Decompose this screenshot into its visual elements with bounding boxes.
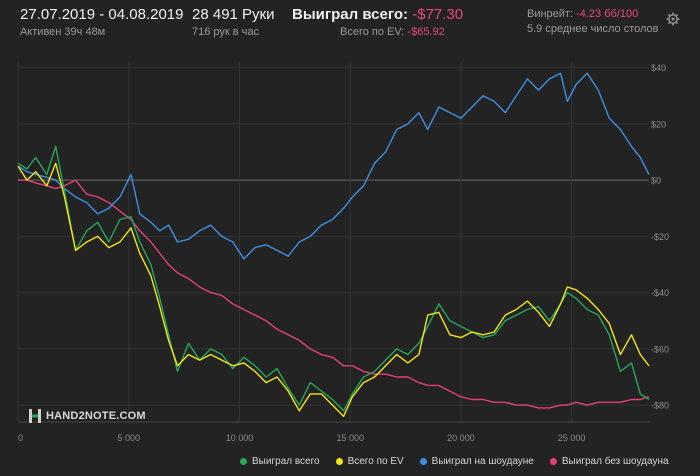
ev-total: Всего по EV: -$65.92 <box>292 26 463 38</box>
results-block: Выиграл всего: -$77.30 Всего по EV: -$65… <box>292 6 463 38</box>
y-axis-ticks: $40 $20 $0 -$20 -$40 -$60 -$80 <box>651 63 669 411</box>
legend-label-ev-total: Всего по EV <box>347 456 404 467</box>
gear-icon[interactable] <box>666 12 680 26</box>
winrate-value: -4.23 бб/100 <box>576 8 639 20</box>
series-line-1 <box>17 162 650 418</box>
x-tick-label: 10 000 <box>226 433 254 443</box>
series-lines <box>17 72 650 418</box>
legend-item-showdown[interactable]: Выиграл на шоудауне <box>419 456 534 467</box>
won-total-label: Выиграл всего: <box>292 6 409 23</box>
y-tick-label: $0 <box>651 176 661 186</box>
winrate: Винрейт: -4.23 бб/100 <box>527 8 659 20</box>
legend-item-won-total[interactable]: Выиграл всего <box>240 456 320 467</box>
logo-text: HAND2NOTE.COM <box>46 410 146 422</box>
won-total-value: -$77.30 <box>412 6 464 23</box>
winrate-label: Винрейт: <box>527 8 574 20</box>
avg-tables: 5.9 среднее число столов <box>527 23 659 35</box>
y-tick-label: -$80 <box>651 401 669 411</box>
hands-block: 28 491 Руки 716 рук в час <box>192 6 275 38</box>
y-tick-label: $40 <box>651 63 666 73</box>
hands-count: 28 491 Руки <box>192 6 275 23</box>
legend-label-won-total: Выиграл всего <box>252 456 320 467</box>
legend-dot-won-total <box>240 458 247 465</box>
series-line-3 <box>18 179 650 409</box>
legend-item-ev-total[interactable]: Всего по EV <box>335 456 404 467</box>
legend-item-non-showdown[interactable]: Выиграл без шоудауна <box>549 456 669 467</box>
y-tick-label: -$20 <box>651 232 669 242</box>
hand2note-logo: HAND2NOTE.COM <box>28 408 146 424</box>
winrate-block: Винрейт: -4.23 бб/100 5.9 среднее число … <box>527 8 659 35</box>
x-axis-ticks: 0 5 000 10 000 15 000 20 000 25 000 <box>18 433 585 443</box>
x-tick-label: 5 000 <box>117 433 140 443</box>
legend-label-non-showdown: Выиграл без шоудауна <box>561 456 669 467</box>
legend-dot-showdown <box>419 458 427 465</box>
x-tick-label: 15 000 <box>336 433 364 443</box>
y-tick-label: $20 <box>651 119 666 129</box>
legend: Выиграл всего Всего по EV Выиграл на шоу… <box>240 456 669 467</box>
x-tick-label: 20 000 <box>447 433 475 443</box>
stats-header: 27.07.2019 - 04.08.2019 Активен 39ч 48м … <box>0 0 700 44</box>
x-tick-label: 0 <box>18 433 23 443</box>
won-total: Выиграл всего: -$77.30 <box>292 6 463 23</box>
y-tick-label: -$40 <box>651 288 669 298</box>
logo-h-icon <box>29 409 41 423</box>
grid <box>17 62 649 423</box>
active-time: Активен 39ч 48м <box>20 26 106 38</box>
date-block: 27.07.2019 - 04.08.2019 Активен 39ч 48м <box>20 6 183 38</box>
date-range[interactable]: 27.07.2019 - 04.08.2019 <box>20 6 184 23</box>
legend-dot-ev-total <box>335 458 343 465</box>
hands-per-hour: 716 рук в час <box>192 26 260 38</box>
series-line-0 <box>17 145 650 412</box>
legend-label-showdown: Выиграл на шоудауне <box>431 456 534 467</box>
legend-dot-non-showdown <box>549 458 557 465</box>
series-line-2 <box>17 72 650 260</box>
y-tick-label: -$60 <box>651 344 669 354</box>
ev-total-value: -$65.92 <box>407 26 445 38</box>
x-tick-label: 25 000 <box>558 433 586 443</box>
ev-total-label: Всего по EV: <box>340 26 405 38</box>
